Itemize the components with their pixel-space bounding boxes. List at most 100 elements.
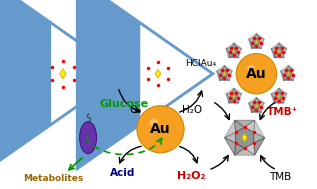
Polygon shape: [136, 74, 148, 93]
Polygon shape: [271, 93, 276, 98]
Polygon shape: [224, 75, 230, 81]
Polygon shape: [252, 102, 261, 110]
Polygon shape: [226, 93, 231, 98]
Polygon shape: [283, 78, 293, 81]
Polygon shape: [279, 98, 284, 103]
Text: Glucose: Glucose: [100, 99, 149, 109]
Polygon shape: [50, 52, 63, 67]
Polygon shape: [276, 88, 281, 93]
Polygon shape: [249, 33, 256, 39]
Polygon shape: [252, 38, 261, 46]
Polygon shape: [226, 88, 234, 94]
Polygon shape: [168, 74, 180, 93]
Polygon shape: [254, 97, 259, 102]
Polygon shape: [74, 74, 88, 96]
Polygon shape: [234, 53, 239, 58]
Polygon shape: [224, 132, 236, 143]
Polygon shape: [254, 120, 265, 138]
Polygon shape: [278, 95, 280, 98]
Polygon shape: [217, 71, 220, 81]
Polygon shape: [293, 71, 296, 81]
Ellipse shape: [80, 122, 97, 154]
Polygon shape: [229, 98, 234, 103]
Text: TMB: TMB: [269, 172, 291, 182]
Polygon shape: [245, 120, 255, 132]
Polygon shape: [281, 65, 288, 71]
Polygon shape: [217, 65, 224, 71]
Polygon shape: [226, 43, 234, 49]
Polygon shape: [256, 33, 264, 39]
Polygon shape: [249, 103, 252, 112]
Text: Metabolites: Metabolites: [23, 174, 83, 183]
Polygon shape: [235, 120, 245, 132]
Polygon shape: [158, 79, 169, 93]
Polygon shape: [147, 85, 169, 93]
Polygon shape: [284, 70, 293, 78]
Polygon shape: [235, 148, 255, 155]
Polygon shape: [287, 72, 289, 75]
Polygon shape: [291, 70, 296, 75]
Polygon shape: [271, 94, 275, 103]
Polygon shape: [249, 102, 254, 107]
Polygon shape: [283, 49, 287, 58]
Polygon shape: [283, 94, 287, 103]
Polygon shape: [217, 70, 222, 75]
Polygon shape: [234, 43, 242, 49]
Polygon shape: [226, 94, 230, 103]
Polygon shape: [38, 52, 51, 74]
Polygon shape: [229, 101, 239, 103]
Polygon shape: [251, 46, 261, 49]
Polygon shape: [281, 70, 286, 75]
Polygon shape: [230, 93, 238, 101]
Polygon shape: [60, 69, 66, 79]
Polygon shape: [281, 93, 287, 98]
Polygon shape: [63, 52, 75, 67]
Polygon shape: [255, 104, 257, 107]
Polygon shape: [271, 43, 279, 49]
Polygon shape: [274, 56, 284, 58]
Polygon shape: [271, 48, 276, 53]
Polygon shape: [233, 49, 235, 53]
Polygon shape: [234, 98, 239, 103]
Polygon shape: [275, 93, 283, 101]
Polygon shape: [274, 98, 279, 103]
Polygon shape: [229, 53, 234, 58]
Polygon shape: [219, 78, 230, 81]
Polygon shape: [230, 48, 238, 56]
Polygon shape: [249, 39, 252, 49]
Circle shape: [236, 53, 277, 94]
Polygon shape: [235, 120, 255, 127]
Polygon shape: [274, 101, 284, 103]
Polygon shape: [136, 55, 148, 74]
Text: H₂O₂: H₂O₂: [178, 171, 206, 181]
Polygon shape: [242, 134, 247, 142]
Polygon shape: [220, 70, 229, 78]
Polygon shape: [271, 88, 279, 94]
Polygon shape: [236, 48, 242, 53]
Polygon shape: [236, 127, 254, 148]
Polygon shape: [259, 38, 264, 43]
Text: TMB⁺: TMB⁺: [267, 107, 298, 117]
Circle shape: [247, 64, 255, 72]
Text: Acid: Acid: [110, 168, 135, 178]
Polygon shape: [288, 75, 293, 81]
Polygon shape: [283, 75, 288, 81]
Polygon shape: [231, 88, 236, 93]
Polygon shape: [279, 43, 287, 49]
Polygon shape: [249, 38, 254, 43]
Polygon shape: [226, 48, 231, 53]
Polygon shape: [226, 49, 230, 58]
Polygon shape: [281, 71, 284, 81]
Polygon shape: [148, 62, 168, 85]
Polygon shape: [136, 68, 148, 79]
Polygon shape: [168, 55, 180, 74]
Polygon shape: [275, 48, 283, 56]
Polygon shape: [256, 43, 261, 49]
Polygon shape: [147, 55, 169, 62]
Polygon shape: [234, 88, 242, 94]
Polygon shape: [271, 49, 275, 58]
Text: H₂O: H₂O: [182, 105, 202, 115]
Polygon shape: [256, 107, 261, 112]
Polygon shape: [168, 68, 180, 79]
Polygon shape: [231, 43, 236, 48]
